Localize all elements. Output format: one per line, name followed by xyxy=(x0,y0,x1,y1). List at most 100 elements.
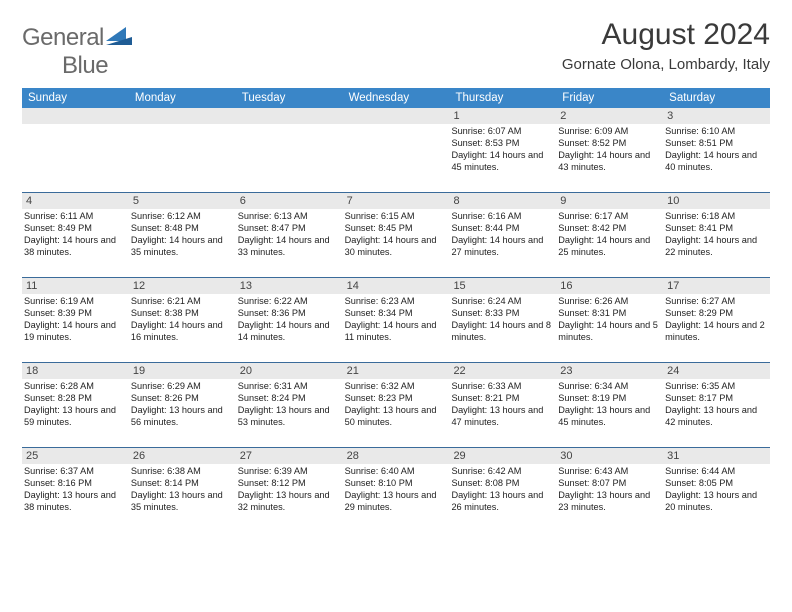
day-info: Sunrise: 6:19 AMSunset: 8:39 PMDaylight:… xyxy=(22,294,129,346)
daylight-text: Daylight: 13 hours and 38 minutes. xyxy=(24,490,125,514)
weeks-container: 1Sunrise: 6:07 AMSunset: 8:53 PMDaylight… xyxy=(22,108,770,532)
weekday-header-row: Sunday Monday Tuesday Wednesday Thursday… xyxy=(22,88,770,108)
sunset-text: Sunset: 8:17 PM xyxy=(665,393,766,405)
day-info: Sunrise: 6:23 AMSunset: 8:34 PMDaylight:… xyxy=(343,294,450,346)
sunset-text: Sunset: 8:44 PM xyxy=(451,223,552,235)
day-number: 27 xyxy=(236,448,343,464)
day-number: 12 xyxy=(129,278,236,294)
sunrise-text: Sunrise: 6:19 AM xyxy=(24,296,125,308)
day-info: Sunrise: 6:42 AMSunset: 8:08 PMDaylight:… xyxy=(449,464,556,516)
day-info: Sunrise: 6:09 AMSunset: 8:52 PMDaylight:… xyxy=(556,124,663,176)
daylight-text: Daylight: 13 hours and 35 minutes. xyxy=(131,490,232,514)
day-cell xyxy=(22,108,129,192)
sunset-text: Sunset: 8:05 PM xyxy=(665,478,766,490)
daylight-text: Daylight: 14 hours and 45 minutes. xyxy=(451,150,552,174)
day-info: Sunrise: 6:18 AMSunset: 8:41 PMDaylight:… xyxy=(663,209,770,261)
day-number: 22 xyxy=(449,363,556,379)
day-number: 29 xyxy=(449,448,556,464)
day-number: 28 xyxy=(343,448,450,464)
day-number: 7 xyxy=(343,193,450,209)
day-number: 11 xyxy=(22,278,129,294)
day-cell: 28Sunrise: 6:40 AMSunset: 8:10 PMDayligh… xyxy=(343,448,450,532)
day-number: 23 xyxy=(556,363,663,379)
day-info: Sunrise: 6:11 AMSunset: 8:49 PMDaylight:… xyxy=(22,209,129,261)
day-cell: 31Sunrise: 6:44 AMSunset: 8:05 PMDayligh… xyxy=(663,448,770,532)
daylight-text: Daylight: 14 hours and 2 minutes. xyxy=(665,320,766,344)
day-number xyxy=(22,108,129,124)
sunrise-text: Sunrise: 6:23 AM xyxy=(345,296,446,308)
daylight-text: Daylight: 14 hours and 27 minutes. xyxy=(451,235,552,259)
daylight-text: Daylight: 14 hours and 14 minutes. xyxy=(238,320,339,344)
day-number: 16 xyxy=(556,278,663,294)
daylight-text: Daylight: 14 hours and 35 minutes. xyxy=(131,235,232,259)
month-title: August 2024 xyxy=(562,18,770,52)
day-number: 2 xyxy=(556,108,663,124)
sunset-text: Sunset: 8:23 PM xyxy=(345,393,446,405)
day-cell: 7Sunrise: 6:15 AMSunset: 8:45 PMDaylight… xyxy=(343,193,450,277)
daylight-text: Daylight: 14 hours and 40 minutes. xyxy=(665,150,766,174)
day-info: Sunrise: 6:24 AMSunset: 8:33 PMDaylight:… xyxy=(449,294,556,346)
day-cell: 30Sunrise: 6:43 AMSunset: 8:07 PMDayligh… xyxy=(556,448,663,532)
daylight-text: Daylight: 13 hours and 56 minutes. xyxy=(131,405,232,429)
day-cell: 1Sunrise: 6:07 AMSunset: 8:53 PMDaylight… xyxy=(449,108,556,192)
daylight-text: Daylight: 13 hours and 53 minutes. xyxy=(238,405,339,429)
sunset-text: Sunset: 8:52 PM xyxy=(558,138,659,150)
sunset-text: Sunset: 8:10 PM xyxy=(345,478,446,490)
daylight-text: Daylight: 14 hours and 16 minutes. xyxy=(131,320,232,344)
day-number: 8 xyxy=(449,193,556,209)
sunrise-text: Sunrise: 6:11 AM xyxy=(24,211,125,223)
daylight-text: Daylight: 13 hours and 47 minutes. xyxy=(451,405,552,429)
day-info: Sunrise: 6:39 AMSunset: 8:12 PMDaylight:… xyxy=(236,464,343,516)
sunset-text: Sunset: 8:51 PM xyxy=(665,138,766,150)
week-row: 25Sunrise: 6:37 AMSunset: 8:16 PMDayligh… xyxy=(22,448,770,532)
day-number: 3 xyxy=(663,108,770,124)
day-info: Sunrise: 6:34 AMSunset: 8:19 PMDaylight:… xyxy=(556,379,663,431)
daylight-text: Daylight: 13 hours and 45 minutes. xyxy=(558,405,659,429)
daylight-text: Daylight: 13 hours and 29 minutes. xyxy=(345,490,446,514)
day-number: 25 xyxy=(22,448,129,464)
sunrise-text: Sunrise: 6:22 AM xyxy=(238,296,339,308)
day-info: Sunrise: 6:33 AMSunset: 8:21 PMDaylight:… xyxy=(449,379,556,431)
sunset-text: Sunset: 8:12 PM xyxy=(238,478,339,490)
day-cell: 11Sunrise: 6:19 AMSunset: 8:39 PMDayligh… xyxy=(22,278,129,362)
brand-triangle-icon xyxy=(106,37,132,48)
day-cell: 4Sunrise: 6:11 AMSunset: 8:49 PMDaylight… xyxy=(22,193,129,277)
day-number xyxy=(129,108,236,124)
calendar-page: General Blue August 2024 Gornate Olona, … xyxy=(0,0,792,542)
day-number: 24 xyxy=(663,363,770,379)
weekday-header: Wednesday xyxy=(343,88,450,108)
day-number: 5 xyxy=(129,193,236,209)
daylight-text: Daylight: 13 hours and 20 minutes. xyxy=(665,490,766,514)
sunrise-text: Sunrise: 6:39 AM xyxy=(238,466,339,478)
day-cell: 29Sunrise: 6:42 AMSunset: 8:08 PMDayligh… xyxy=(449,448,556,532)
day-info: Sunrise: 6:35 AMSunset: 8:17 PMDaylight:… xyxy=(663,379,770,431)
sunset-text: Sunset: 8:29 PM xyxy=(665,308,766,320)
weekday-header: Monday xyxy=(129,88,236,108)
sunset-text: Sunset: 8:28 PM xyxy=(24,393,125,405)
brand-logo: General Blue xyxy=(22,18,132,80)
day-number: 18 xyxy=(22,363,129,379)
day-number: 13 xyxy=(236,278,343,294)
daylight-text: Daylight: 14 hours and 5 minutes. xyxy=(558,320,659,344)
day-info: Sunrise: 6:27 AMSunset: 8:29 PMDaylight:… xyxy=(663,294,770,346)
sunset-text: Sunset: 8:38 PM xyxy=(131,308,232,320)
day-number: 19 xyxy=(129,363,236,379)
sunrise-text: Sunrise: 6:44 AM xyxy=(665,466,766,478)
day-number: 26 xyxy=(129,448,236,464)
weekday-header: Tuesday xyxy=(236,88,343,108)
weekday-header: Saturday xyxy=(663,88,770,108)
sunset-text: Sunset: 8:07 PM xyxy=(558,478,659,490)
day-info: Sunrise: 6:43 AMSunset: 8:07 PMDaylight:… xyxy=(556,464,663,516)
day-number: 4 xyxy=(22,193,129,209)
day-info: Sunrise: 6:21 AMSunset: 8:38 PMDaylight:… xyxy=(129,294,236,346)
day-cell: 23Sunrise: 6:34 AMSunset: 8:19 PMDayligh… xyxy=(556,363,663,447)
page-header: General Blue August 2024 Gornate Olona, … xyxy=(22,18,770,80)
sunrise-text: Sunrise: 6:09 AM xyxy=(558,126,659,138)
day-info: Sunrise: 6:38 AMSunset: 8:14 PMDaylight:… xyxy=(129,464,236,516)
sunrise-text: Sunrise: 6:29 AM xyxy=(131,381,232,393)
sunrise-text: Sunrise: 6:31 AM xyxy=(238,381,339,393)
day-info: Sunrise: 6:44 AMSunset: 8:05 PMDaylight:… xyxy=(663,464,770,516)
sunset-text: Sunset: 8:26 PM xyxy=(131,393,232,405)
week-row: 1Sunrise: 6:07 AMSunset: 8:53 PMDaylight… xyxy=(22,108,770,193)
day-cell: 25Sunrise: 6:37 AMSunset: 8:16 PMDayligh… xyxy=(22,448,129,532)
